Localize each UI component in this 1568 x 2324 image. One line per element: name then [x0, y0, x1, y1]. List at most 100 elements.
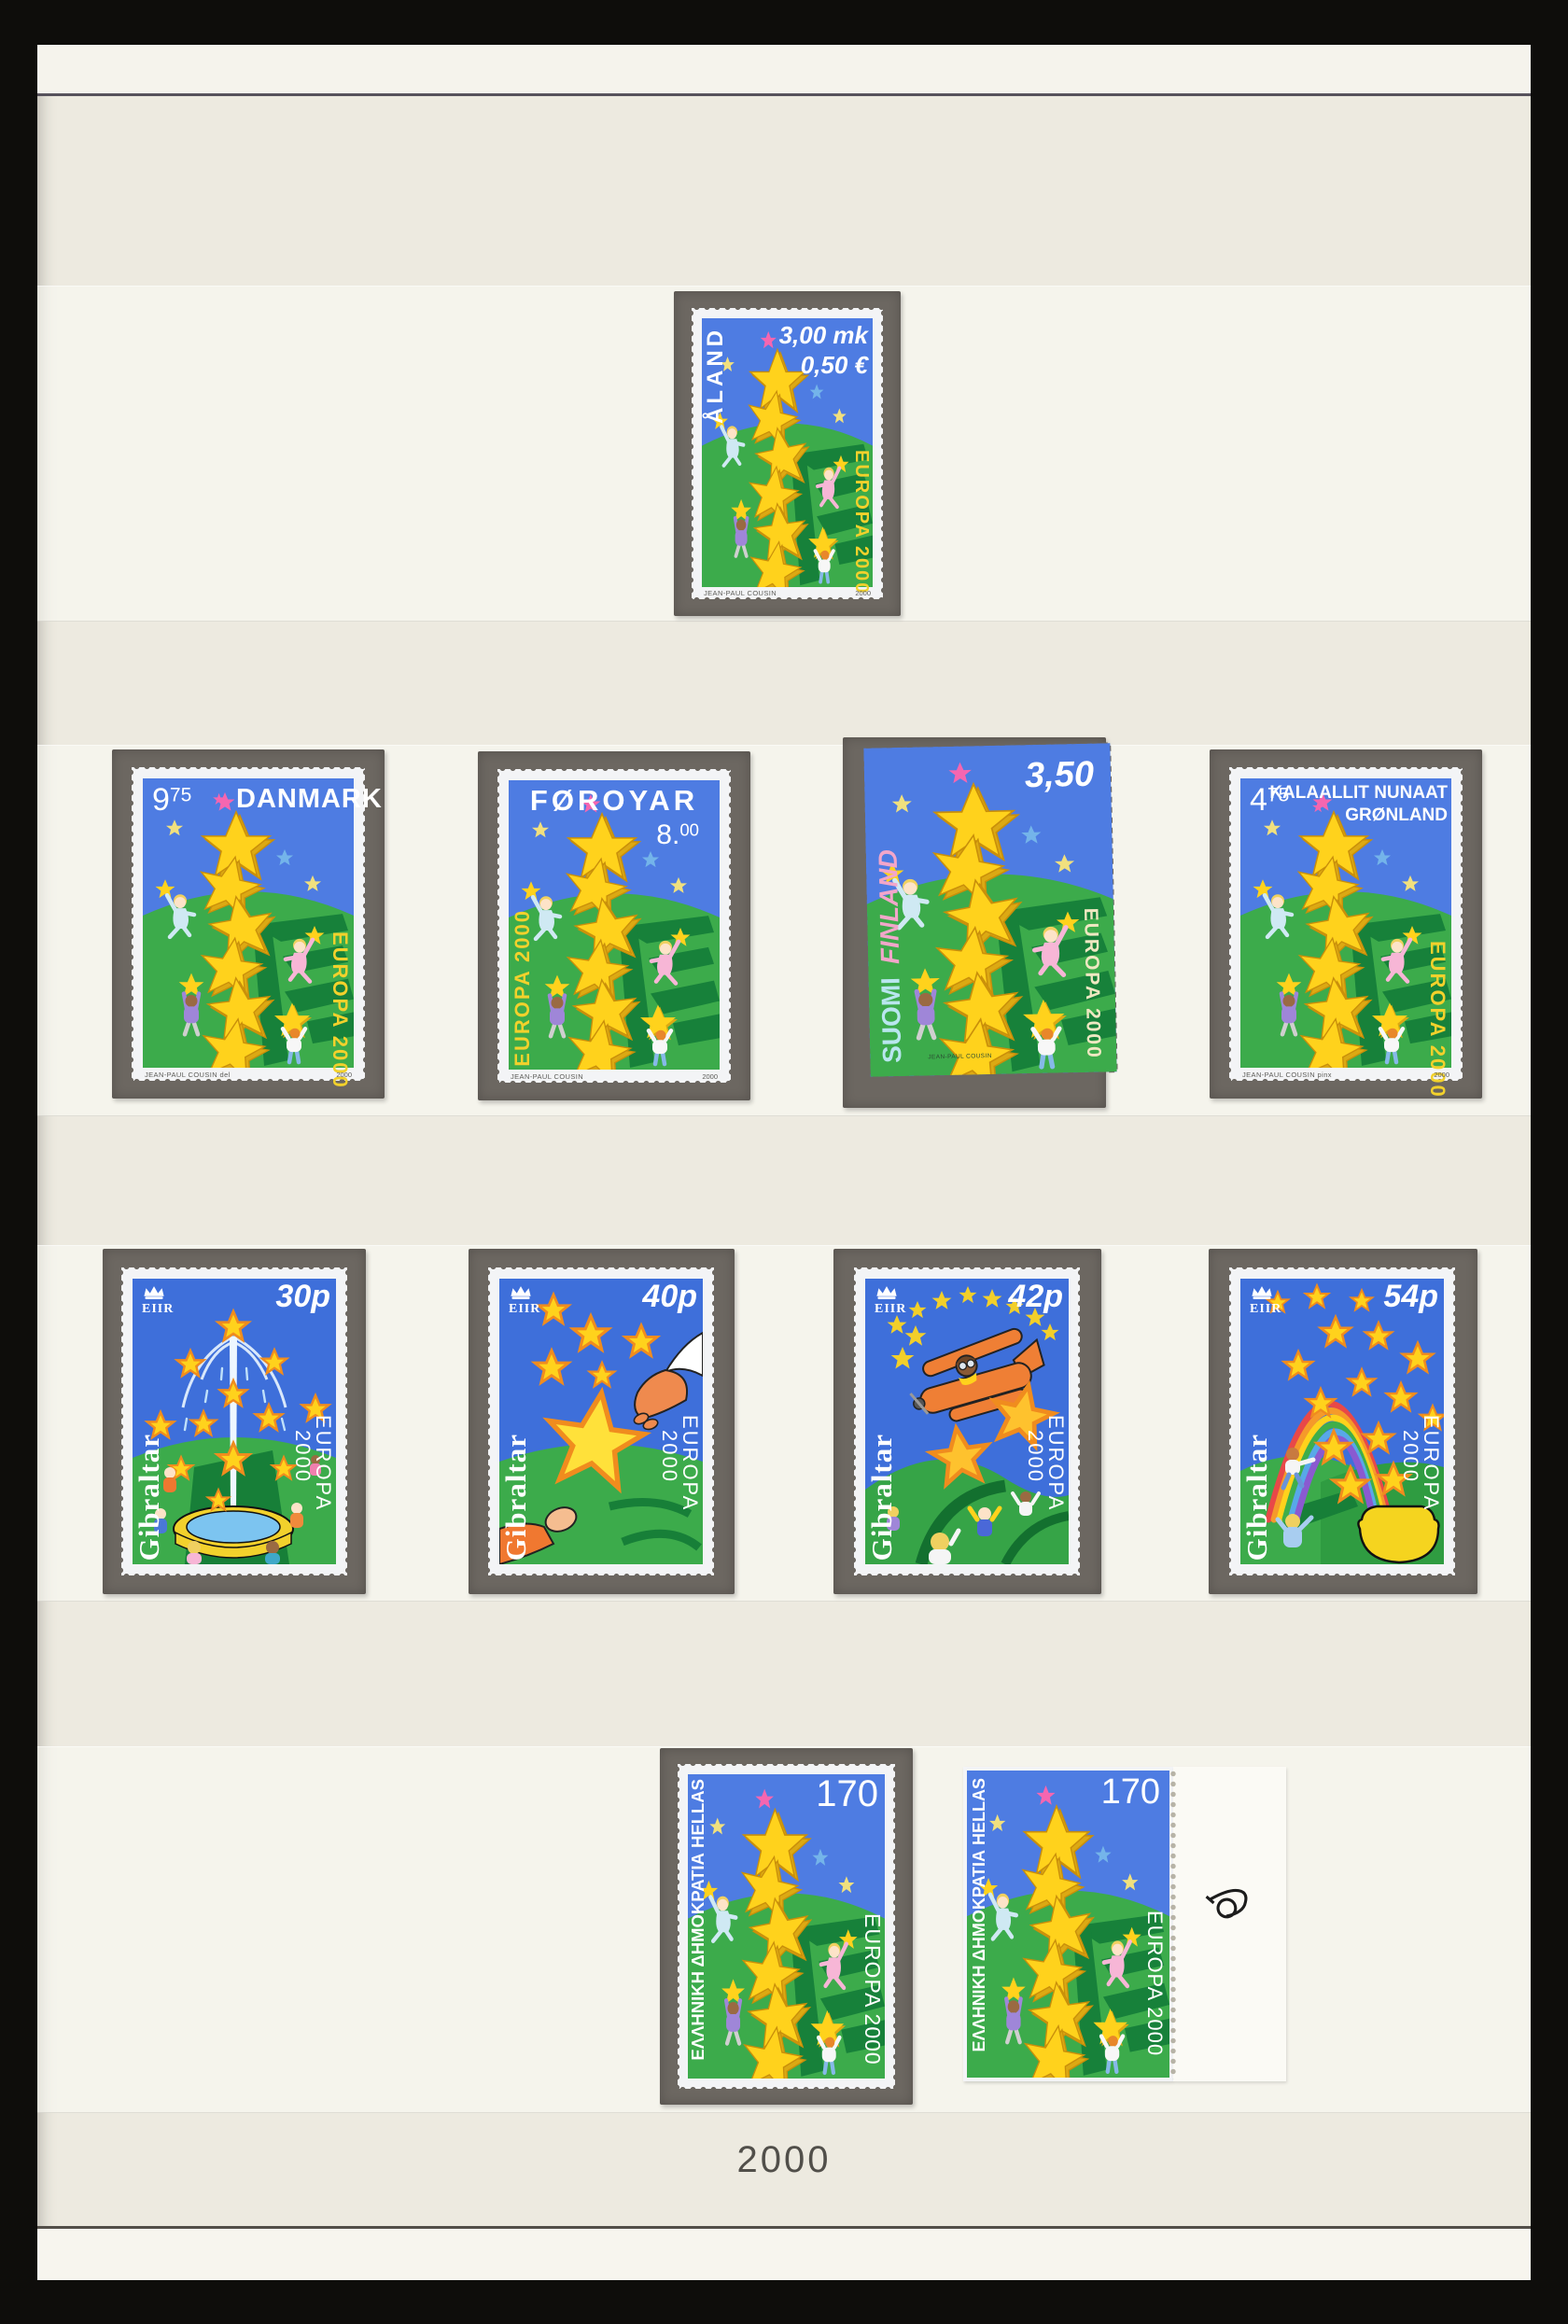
perforation-edge — [132, 766, 365, 772]
country-name-line2: GRØNLAND — [1345, 805, 1448, 825]
page-top-margin — [37, 45, 1531, 93]
perforation-edge — [343, 1267, 348, 1575]
designer-credit: JEAN-PAUL COUSIN — [511, 1071, 584, 1081]
denomination: 40p — [642, 1279, 697, 1314]
stamp-mount-foroyar: FØROYAR 8.00 EUROPA 2000 JEAN-PAUL COUSI… — [478, 751, 750, 1100]
perforation-edge — [1075, 1267, 1081, 1575]
denomination: 170 — [816, 1773, 878, 1814]
perforation-edge — [678, 1763, 895, 1769]
perforation-edge — [691, 308, 696, 599]
perforation-edge — [890, 1764, 896, 2089]
perforation-edge — [488, 1267, 714, 1272]
perforation-edge — [1229, 1267, 1455, 1272]
stamp-gibraltar-42p[interactable]: EIIR 42p Gibraltar EUROPA 2000 — [853, 1267, 1081, 1576]
stamp-greece-margin-copy[interactable]: ΕΛΛΗΝΙΚΗ ΔΗΜΟΚΡΑΤΙΑ HELLAS 170 EUROPA 20… — [963, 1767, 1173, 2081]
perforation-edge — [726, 769, 732, 1083]
country-suomi: SUOMI — [875, 977, 907, 1064]
page-year-label: 2000 — [736, 2139, 832, 2180]
perforation-edge — [131, 767, 136, 1081]
stamp-foroyar[interactable]: FØROYAR 8.00 EUROPA 2000 JEAN-PAUL COUSI… — [497, 768, 732, 1084]
designer-credit: JEAN-PAUL COUSIN — [704, 588, 777, 597]
denomination-eur: 0,50 € — [800, 351, 868, 379]
europa-2000-label: EUROPA 2000 — [1079, 907, 1105, 1060]
perforation-edge — [1458, 767, 1463, 1081]
stamp-greenland[interactable]: 475 ★ KALAALLIT NUNAAT GRØNLAND EUROPA 2… — [1228, 766, 1463, 1099]
country-name-line1: KALAALLIT NUNAAT — [1269, 783, 1448, 803]
country-name: DANMARK — [236, 784, 383, 814]
country-name: Gibraltar — [865, 1433, 898, 1561]
crown-icon — [876, 1286, 897, 1299]
perforation-edge — [854, 1267, 1080, 1272]
europa-2000-label: EUROPA 2000 — [861, 1913, 885, 2065]
europa-2000-label: EUROPA 2000 — [1426, 941, 1449, 1099]
pink-star-icon: ★ — [1311, 800, 1325, 816]
stamp-mount-gibraltar-54p: EIIR 54p Gibraltar EUROPA 2000 — [1209, 1249, 1477, 1594]
stamp-finland[interactable]: 3,50 SUOMIFINLAND EUROPA 2000 JEAN-PAUL … — [862, 742, 1118, 1078]
stamp-greece[interactable]: ΕΛΛΗΝΙΚΗ ΔΗΜΟΚΡΑΤΙΑ HELLAS 170 EUROPA 20… — [677, 1763, 896, 2090]
stamp-gibraltar-40p[interactable]: EIIR 40p Gibraltar EUROPA 2000 — [487, 1267, 715, 1576]
perforation-edge — [853, 1267, 859, 1575]
stamp-mount-finland: 3,50 SUOMIFINLAND EUROPA 2000 JEAN-PAUL … — [843, 737, 1118, 1108]
europa-2000-label: EUROPA 2000 — [329, 931, 352, 1089]
stamp-mount-greece: ΕΛΛΗΝΙΚΗ ΔΗΜΟΚΡΑΤΙΑ HELLAS 170 EUROPA 20… — [660, 1748, 913, 2105]
stamp-mount-danmark: 975 ★ DANMARK EUROPA 2000 JEAN-PAUL COUS… — [112, 749, 385, 1099]
crown-icon — [144, 1286, 164, 1299]
denomination-mk: 3,00 mk — [778, 321, 868, 349]
denomination: 42p — [1008, 1279, 1063, 1314]
issue-year: 2000 — [702, 1071, 718, 1081]
perforation-edge — [678, 2084, 895, 2090]
stamp-art-tower — [967, 1771, 1169, 2078]
royal-cipher: EIIR — [875, 1302, 907, 1316]
stamp-danmark[interactable]: 975 ★ DANMARK EUROPA 2000 JEAN-PAUL COUS… — [131, 766, 382, 1089]
issue-year: 2000 — [855, 588, 871, 597]
europa-2000-label: EUROPA 2000 — [1399, 1415, 1443, 1512]
perforation-edge — [692, 307, 883, 313]
royal-cipher: EIIR — [1250, 1302, 1282, 1316]
country-name: FØROYAR — [529, 784, 699, 817]
perforation-edge — [488, 1571, 714, 1576]
country-finland: FINLAND — [873, 849, 905, 965]
europa-2000-label: EUROPA 2000 — [291, 1415, 335, 1512]
europa-2000-label: EUROPA 2000 — [1024, 1415, 1068, 1512]
perforation-edge — [878, 308, 884, 599]
designer-credit: JEAN-PAUL COUSIN del — [145, 1070, 231, 1079]
page-bottom-margin — [37, 2229, 1531, 2280]
issue-year: 2000 — [336, 1070, 352, 1079]
perforation-edge — [854, 1571, 1080, 1576]
page-frame-top-line — [37, 93, 1531, 96]
perforation-edge — [487, 1267, 493, 1575]
perforation-edge — [677, 1764, 682, 2089]
europa-2000-label: EUROPA 2000 — [658, 1415, 702, 1512]
stamp-gibraltar-54p[interactable]: EIIR 54p Gibraltar EUROPA 2000 — [1228, 1267, 1456, 1576]
perforation-edge — [1228, 767, 1234, 1081]
stamp-mount-aland: ÅLAND 3,00 mk 0,50 € EUROPA 2000 JEAN-PA… — [674, 291, 901, 616]
royal-cipher: EIIR — [509, 1302, 541, 1316]
denomination: 54p — [1383, 1279, 1438, 1314]
stamp-art-tower — [143, 778, 354, 1068]
crown-icon — [1252, 1286, 1272, 1299]
stamp-gibraltar-30p[interactable]: EIIR 30p Gibraltar EUROPA 2000 — [120, 1267, 348, 1576]
posthorn-icon — [1204, 1886, 1251, 1923]
perforation-edge — [497, 768, 731, 774]
denomination: 170 — [1100, 1772, 1160, 1812]
perforation-edge — [1229, 766, 1463, 772]
crown-icon — [511, 1286, 531, 1299]
stamp-aland[interactable]: ÅLAND 3,00 mk 0,50 € EUROPA 2000 JEAN-PA… — [691, 307, 884, 600]
perforation-edge — [1228, 1267, 1234, 1575]
europa-2000-label: EUROPA 2000 — [511, 909, 534, 1067]
perforation-edge — [121, 1571, 347, 1576]
perforation-holes-column — [1169, 1769, 1177, 2079]
europa-2000-label: EUROPA 2000 — [1143, 1911, 1167, 2057]
perforation-edge — [497, 769, 502, 1083]
perforation-edge — [120, 1267, 126, 1575]
perforation-edge — [1450, 1267, 1456, 1575]
designer-credit: JEAN-PAUL COUSIN pinx — [1242, 1070, 1332, 1079]
country-name: Gibraltar — [133, 1433, 165, 1561]
sheet-margin-tab — [1169, 1767, 1286, 2081]
issue-year: 2000 — [1434, 1070, 1449, 1079]
denomination: 975 — [152, 782, 192, 818]
denomination: 30p — [275, 1279, 330, 1314]
royal-cipher: EIIR — [142, 1302, 175, 1316]
country-name: ΕΛΛΗΝΙΚΗ ΔΗΜΟΚΡΑΤΙΑ HELLAS — [970, 1778, 988, 2052]
